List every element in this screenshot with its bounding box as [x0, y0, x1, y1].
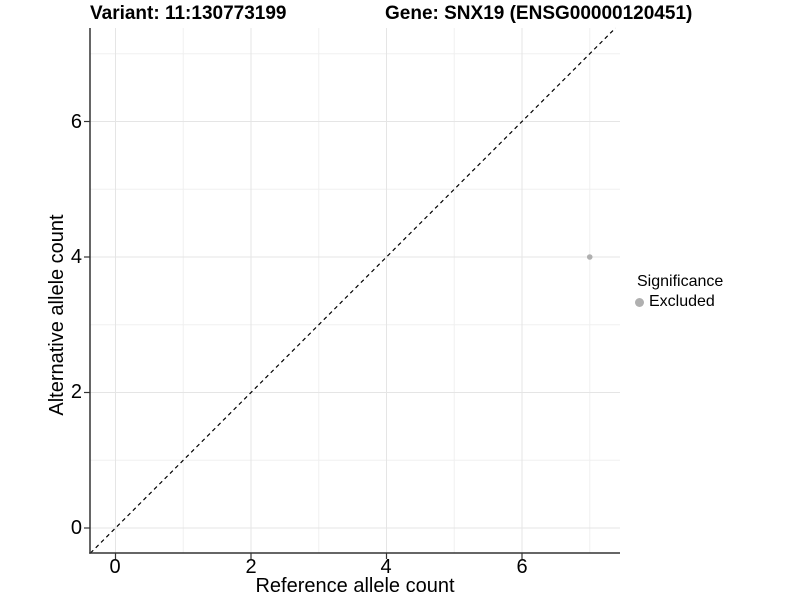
x-tick-label-0: 0	[109, 556, 121, 578]
y-tick-label-0: 0	[70, 517, 82, 539]
legend: Significance Excluded	[630, 272, 723, 312]
x-axis-title: Reference allele count	[255, 575, 455, 597]
identity-line	[90, 27, 616, 554]
x-tick-label-6: 6	[516, 556, 528, 578]
y-axis-title: Alternative allele count	[46, 214, 68, 416]
legend-key-dot	[635, 297, 644, 307]
plot-title-variant: Variant: 11:130773199	[90, 3, 287, 24]
plot-title-gene: Gene: SNX19 (ENSG00000120451)	[385, 3, 693, 24]
legend-title: Significance	[637, 273, 724, 290]
x-tick-label-2: 2	[245, 556, 257, 578]
y-tick-label-4: 4	[70, 246, 82, 268]
x-tick-label-4: 4	[380, 556, 392, 578]
y-tick-label-6: 6	[70, 111, 82, 133]
y-tick-label-2: 2	[70, 381, 82, 403]
legend-entry-excluded: Excluded	[630, 292, 723, 312]
data-point-excluded	[586, 254, 593, 260]
legend-entry-label: Excluded	[649, 293, 715, 310]
